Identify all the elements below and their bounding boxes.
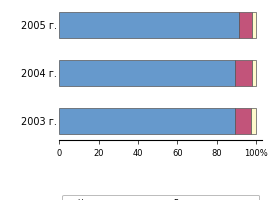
Bar [252, 12, 256, 38]
Bar [239, 12, 252, 38]
Bar [235, 60, 252, 86]
Bar [59, 108, 235, 134]
Bar [252, 60, 256, 86]
Bar [251, 108, 256, 134]
Bar [59, 12, 239, 38]
Bar [59, 60, 235, 86]
Legend: Низкостоимостная, Среднестоимостная, Высокостоимостная: Низкостоимостная, Среднестоимостная, Выс… [62, 195, 259, 200]
Bar [235, 108, 251, 134]
